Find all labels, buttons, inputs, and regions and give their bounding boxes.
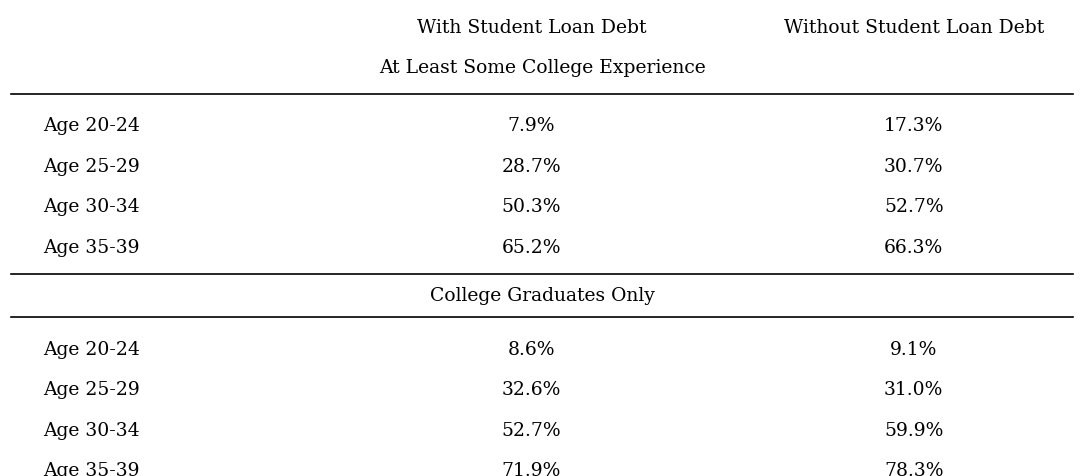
Text: Age 30-34: Age 30-34	[42, 198, 140, 217]
Text: 50.3%: 50.3%	[502, 198, 562, 217]
Text: With Student Loan Debt: With Student Loan Debt	[416, 19, 646, 37]
Text: 17.3%: 17.3%	[885, 117, 943, 135]
Text: 28.7%: 28.7%	[502, 158, 562, 176]
Text: 30.7%: 30.7%	[885, 158, 943, 176]
Text: 59.9%: 59.9%	[885, 422, 943, 440]
Text: 71.9%: 71.9%	[502, 462, 562, 476]
Text: 7.9%: 7.9%	[507, 117, 555, 135]
Text: 8.6%: 8.6%	[507, 340, 555, 358]
Text: Age 25-29: Age 25-29	[42, 158, 140, 176]
Text: Age 20-24: Age 20-24	[42, 117, 140, 135]
Text: 65.2%: 65.2%	[502, 239, 562, 257]
Text: Age 35-39: Age 35-39	[42, 239, 139, 257]
Text: Age 30-34: Age 30-34	[42, 422, 140, 440]
Text: Age 25-29: Age 25-29	[42, 381, 140, 399]
Text: At Least Some College Experience: At Least Some College Experience	[378, 60, 706, 77]
Text: 31.0%: 31.0%	[885, 381, 943, 399]
Text: 52.7%: 52.7%	[883, 198, 944, 217]
Text: 66.3%: 66.3%	[885, 239, 943, 257]
Text: 9.1%: 9.1%	[890, 340, 938, 358]
Text: College Graduates Only: College Graduates Only	[429, 287, 655, 305]
Text: Without Student Loan Debt: Without Student Loan Debt	[784, 19, 1044, 37]
Text: 32.6%: 32.6%	[502, 381, 562, 399]
Text: 52.7%: 52.7%	[502, 422, 562, 440]
Text: Age 20-24: Age 20-24	[42, 340, 140, 358]
Text: 78.3%: 78.3%	[885, 462, 943, 476]
Text: Age 35-39: Age 35-39	[42, 462, 139, 476]
